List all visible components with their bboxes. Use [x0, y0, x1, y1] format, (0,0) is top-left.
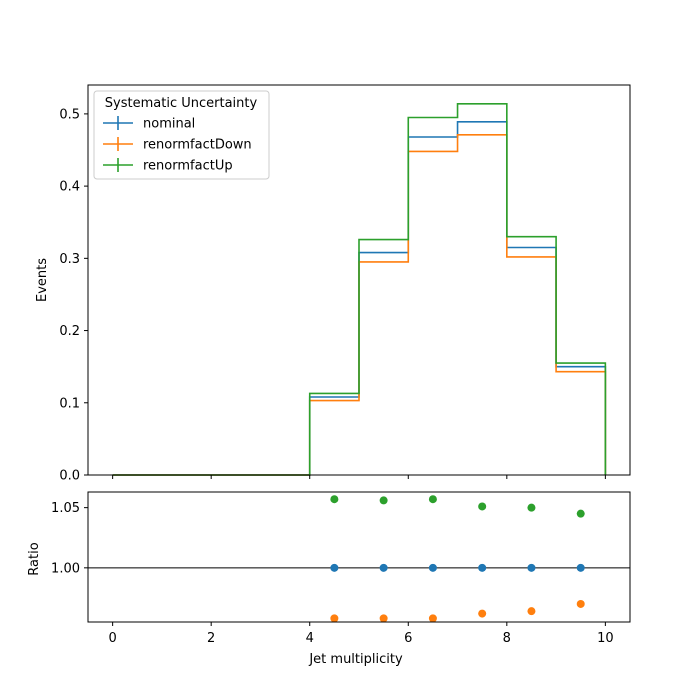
main-y-tick-label: 0.5 [59, 107, 80, 122]
x-tick-label: 6 [404, 631, 412, 646]
main-y-tick-label: 0.1 [59, 396, 80, 411]
ratio-point-nominal [478, 563, 487, 572]
legend-box [93, 90, 270, 180]
legend: Systematic Uncertainty nominal renormfact… [93, 90, 270, 180]
ratio-y-tick-label: 1.05 [51, 501, 80, 516]
main-y-axis-label: Events [35, 258, 50, 302]
ratio-plot-panel: 0 2 4 6 8 10 1.00 1.05 Ratio Jet multiplicity [27, 491, 631, 667]
main-y-tick-label: 0.3 [59, 252, 80, 267]
ratio-point-renormfactDown [478, 609, 487, 618]
main-plot-frame [87, 84, 631, 476]
ratio-point-renormfactUp [576, 509, 585, 518]
ratio-point-nominal [428, 563, 437, 572]
ratio-point-renormfactDown [330, 614, 339, 623]
ratio-series-renormfactUp [330, 495, 585, 518]
x-tick-label: 0 [108, 631, 116, 646]
main-plot-panel: 0.0 0.1 0.2 0.3 0.4 0.5 Events Systematic Unc… [35, 84, 631, 484]
main-y-tick-label: 0.4 [59, 180, 80, 195]
ratio-point-renormfactDown [527, 607, 536, 616]
legend-entry-renormfactDown: renormfactDown [103, 137, 252, 153]
x-tick-label: 4 [306, 631, 314, 646]
ratio-point-renormfactUp [428, 495, 437, 504]
main-y-tick-label: 0.2 [59, 324, 80, 339]
legend-entry-nominal: nominal [103, 116, 195, 132]
ratio-point-nominal [330, 563, 339, 572]
ratio-series-group [330, 495, 585, 623]
ratio-y-ticks: 1.00 1.05 [51, 501, 88, 576]
main-y-tick-label: 0.0 [59, 469, 80, 484]
ratio-x-ticks: 0 2 4 6 8 10 [108, 622, 614, 646]
ratio-point-renormfactUp [527, 503, 536, 512]
x-tick-label: 2 [207, 631, 215, 646]
legend-entries: nominal renormfactDown renormfactUp [103, 116, 252, 174]
legend-entry-renormfactUp: renormfactUp [103, 158, 233, 174]
ratio-y-axis-label: Ratio [27, 542, 42, 575]
x-tick-label: 8 [503, 631, 511, 646]
ratio-point-renormfactUp [478, 502, 487, 511]
ratio-point-renormfactDown [428, 614, 437, 623]
ratio-point-nominal [527, 563, 536, 572]
ratio-plot-frame [87, 491, 631, 623]
ratio-point-renormfactDown [576, 599, 585, 608]
x-tick-label: 10 [597, 631, 614, 646]
legend-label: renormfactUp [143, 159, 233, 174]
ratio-point-renormfactUp [330, 495, 339, 504]
ratio-point-renormfactDown [379, 614, 388, 623]
legend-label: renormfactDown [143, 138, 252, 153]
main-x-ticks [112, 475, 606, 479]
legend-label: nominal [143, 117, 195, 132]
ratio-point-nominal [576, 563, 585, 572]
ratio-series-renormfactDown [330, 599, 585, 623]
ratio-y-tick-label: 1.00 [51, 561, 80, 576]
ratio-series-nominal [330, 563, 585, 572]
ratio-point-nominal [379, 563, 388, 572]
x-axis-label: Jet multiplicity [308, 652, 403, 667]
legend-title: Systematic Uncertainty [105, 96, 258, 111]
ratio-point-renormfactUp [379, 496, 388, 505]
main-y-ticks: 0.0 0.1 0.2 0.3 0.4 0.5 [59, 107, 88, 484]
